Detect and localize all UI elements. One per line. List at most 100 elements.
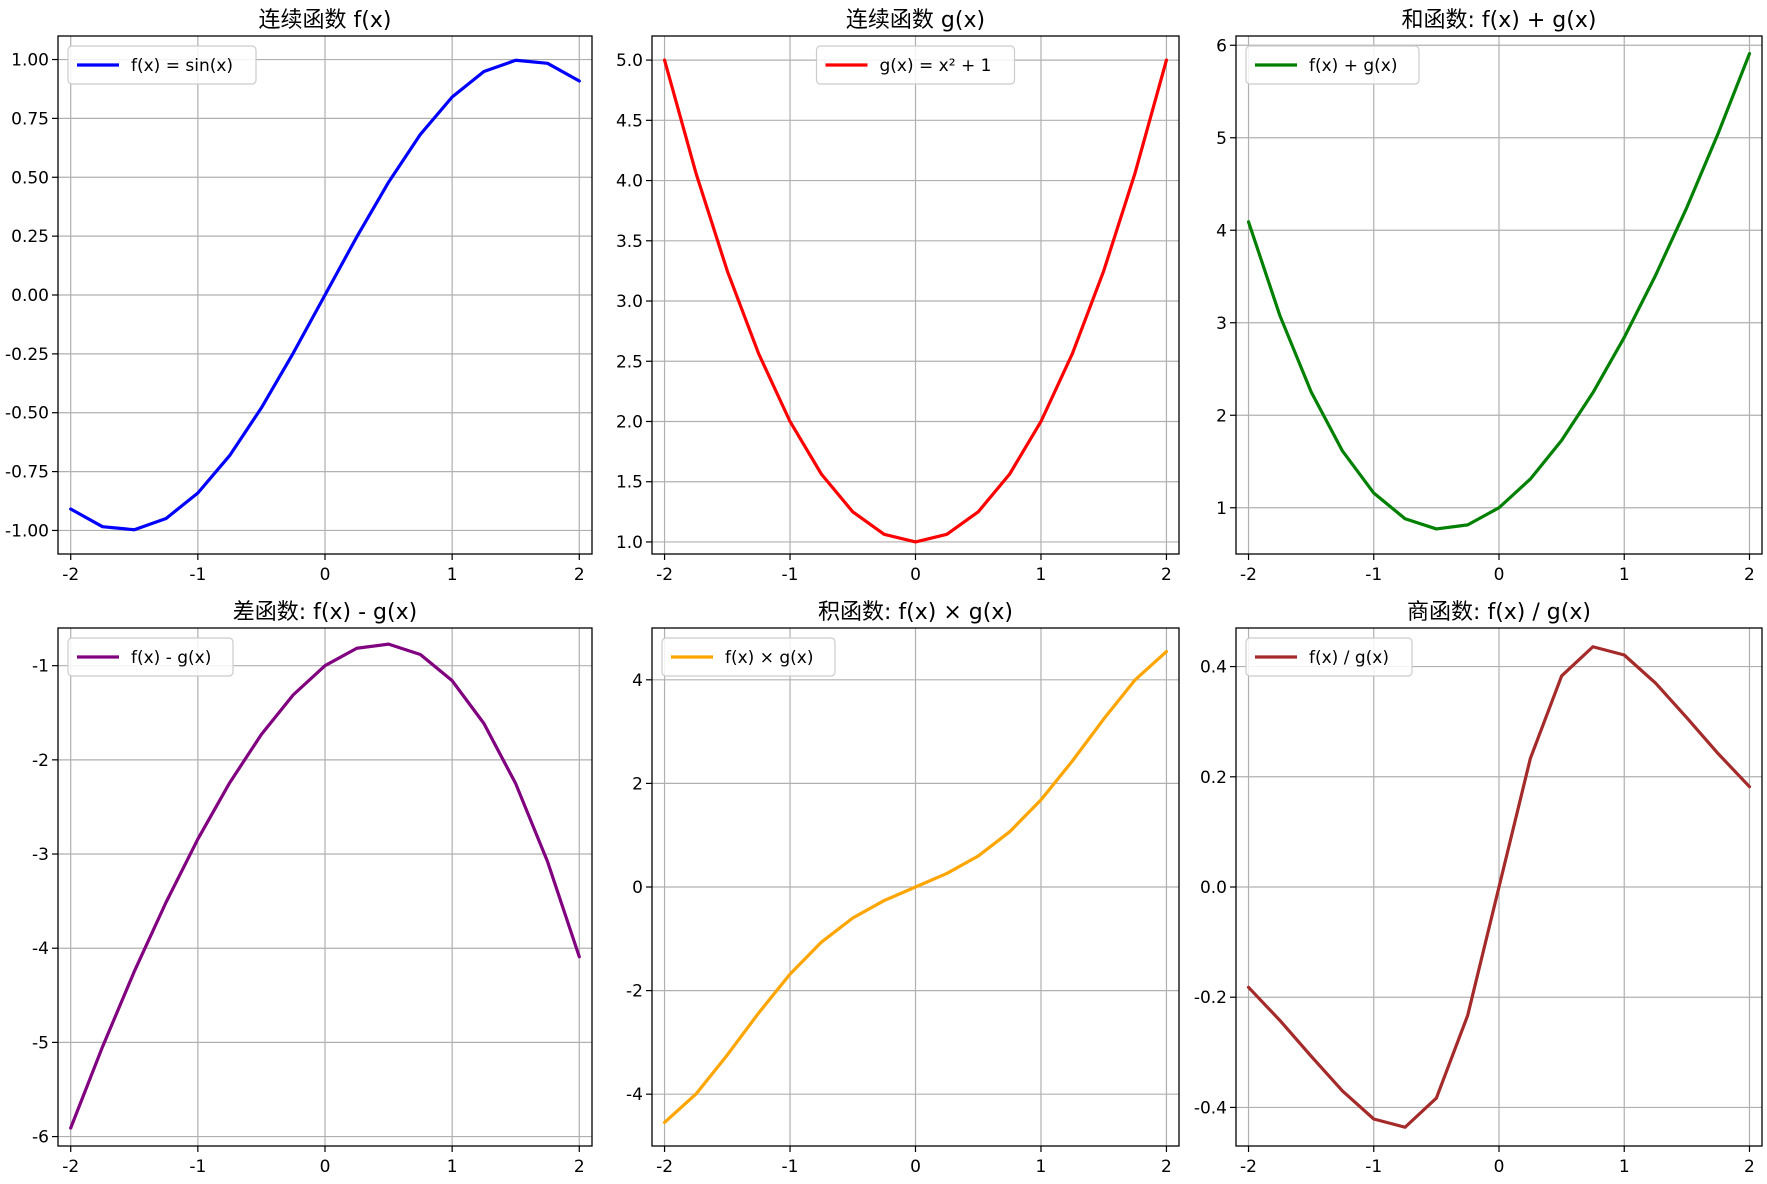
x-tick-label: 1 xyxy=(447,565,458,585)
x-tick-label: 2 xyxy=(1744,565,1755,585)
y-tick-label: -1 xyxy=(32,657,49,677)
y-tick-label: 5.0 xyxy=(616,51,643,71)
x-tick-label: -2 xyxy=(62,565,79,585)
y-tick-label: -0.2 xyxy=(1194,988,1227,1008)
subplot-title: 和函数: f(x) + g(x) xyxy=(1402,8,1597,33)
x-tick-label: 0 xyxy=(320,565,331,585)
series-line-1 xyxy=(69,642,581,1130)
x-tick-label: 0 xyxy=(320,1157,331,1177)
y-tick-label: -5 xyxy=(32,1033,49,1053)
y-tick-label: -4 xyxy=(32,939,49,959)
subplot-3: -2 -1 0 1 2 1 2 3 4 5 6 和函数: f(x) + g(x) f(x) + g(x) xyxy=(1216,8,1763,585)
y-tick-label: 6 xyxy=(1216,36,1227,56)
y-tick-label: 0.4 xyxy=(1200,658,1227,678)
y-tick-label: 5 xyxy=(1216,129,1227,149)
y-tick-label: 3.5 xyxy=(616,232,643,252)
x-tick-label: -2 xyxy=(656,1157,673,1177)
y-tick-label: -3 xyxy=(32,845,49,865)
x-tick-label: 0 xyxy=(910,1157,921,1177)
legend-box xyxy=(67,637,234,677)
x-tick-label: -1 xyxy=(782,565,799,585)
subplot-title: 连续函数 f(x) xyxy=(259,8,392,33)
y-tick-label: 1.0 xyxy=(616,533,643,553)
y-tick-label: 3.0 xyxy=(616,292,643,312)
series-line-1 xyxy=(662,58,1169,544)
x-tick-label: -1 xyxy=(189,565,206,585)
y-tick-label: -0.50 xyxy=(5,404,49,424)
x-tick-label: 2 xyxy=(1744,1157,1755,1177)
x-tick-label: -2 xyxy=(1240,565,1257,585)
series-line-1 xyxy=(662,649,1169,1125)
legend: f(x) × g(x) xyxy=(661,637,836,677)
y-tick-label: 2.5 xyxy=(616,352,643,372)
x-tick-label: 1 xyxy=(1036,1157,1047,1177)
x-tick-label: 2 xyxy=(574,565,585,585)
subplot-title: 连续函数 g(x) xyxy=(846,8,985,33)
x-tick-label: 2 xyxy=(574,1157,585,1177)
x-tick-label: 0 xyxy=(910,565,921,585)
subplot-6: -2 -1 0 1 2 -0.4 -0.2 0.0 0.2 0.4 商函数: f(x) / g(x)… xyxy=(1194,600,1763,1177)
legend: g(x) = x² + 1 xyxy=(815,45,1016,85)
x-tick-label: -1 xyxy=(189,1157,206,1177)
legend-box xyxy=(661,637,836,677)
subplot-4: -2 -1 0 1 2 -6 -5 -4 -3 -2 -1 差函数: f(x) - g(x) f(x) … xyxy=(32,600,593,1177)
y-tick-label: 3 xyxy=(1216,314,1227,334)
y-tick-label: -2 xyxy=(626,982,643,1002)
subplot-5: -2 -1 0 1 2 -4 -2 0 2 4 积函数: f(x) × g(x) f(x) × g(x… xyxy=(626,600,1180,1177)
x-tick-label: 1 xyxy=(1619,1157,1630,1177)
subplot-title: 积函数: f(x) × g(x) xyxy=(818,600,1013,625)
series-line-1 xyxy=(1246,52,1752,531)
series-line-1 xyxy=(1246,645,1752,1129)
y-tick-label: 2.0 xyxy=(616,412,643,432)
x-tick-label: -2 xyxy=(1240,1157,1257,1177)
x-tick-label: 0 xyxy=(1494,1157,1505,1177)
legend: f(x) + g(x) xyxy=(1245,45,1420,85)
x-tick-label: 1 xyxy=(1036,565,1047,585)
y-tick-label: 1.00 xyxy=(11,51,49,71)
y-tick-label: -0.75 xyxy=(5,463,49,483)
legend-label: f(x) + g(x) xyxy=(1309,56,1397,76)
x-tick-label: -2 xyxy=(656,565,673,585)
y-tick-label: 1 xyxy=(1216,499,1227,519)
legend: f(x) / g(x) xyxy=(1245,637,1413,677)
y-tick-label: 0.50 xyxy=(11,168,49,188)
y-tick-label: 2 xyxy=(632,774,643,794)
legend: f(x) = sin(x) xyxy=(67,45,257,85)
y-tick-label: 4 xyxy=(1216,221,1227,241)
y-tick-label: -2 xyxy=(32,751,49,771)
legend-box xyxy=(815,45,1016,85)
series-line-1 xyxy=(69,58,581,532)
legend-label: g(x) = x² + 1 xyxy=(880,56,992,76)
subplot-1: -2 -1 0 1 2 -1.00 -0.75 -0.50 -0.25 0.00 0.25 0.50 0… xyxy=(5,8,593,585)
y-tick-label: 4.5 xyxy=(616,111,643,131)
x-tick-label: 1 xyxy=(447,1157,458,1177)
y-tick-label: 0.75 xyxy=(11,109,49,129)
y-tick-label: 0.0 xyxy=(1200,878,1227,898)
x-tick-label: -1 xyxy=(1365,565,1382,585)
legend-box xyxy=(1245,45,1420,85)
subplot-title: 商函数: f(x) / g(x) xyxy=(1407,600,1591,625)
y-tick-label: 0.00 xyxy=(11,286,49,306)
subplot-title: 差函数: f(x) - g(x) xyxy=(233,600,417,625)
y-tick-label: 4 xyxy=(632,671,643,691)
y-tick-label: -1.00 xyxy=(5,521,49,541)
x-tick-label: 2 xyxy=(1161,1157,1172,1177)
y-tick-label: 0.2 xyxy=(1200,768,1227,788)
y-tick-label: 0.25 xyxy=(11,227,49,247)
legend-label: f(x) / g(x) xyxy=(1309,648,1389,668)
y-tick-label: 2 xyxy=(1216,406,1227,426)
x-tick-label: -2 xyxy=(62,1157,79,1177)
x-tick-label: -1 xyxy=(782,1157,799,1177)
y-tick-label: 0 xyxy=(632,878,643,898)
legend-label: f(x) × g(x) xyxy=(725,648,813,668)
legend-box xyxy=(67,45,257,85)
y-tick-label: -0.4 xyxy=(1194,1098,1227,1118)
y-tick-label: -0.25 xyxy=(5,345,49,365)
legend-label: f(x) - g(x) xyxy=(131,648,211,668)
y-tick-label: 1.5 xyxy=(616,473,643,493)
x-tick-label: 0 xyxy=(1494,565,1505,585)
y-tick-label: -6 xyxy=(32,1128,49,1148)
legend: f(x) - g(x) xyxy=(67,637,234,677)
legend-box xyxy=(1245,637,1413,677)
